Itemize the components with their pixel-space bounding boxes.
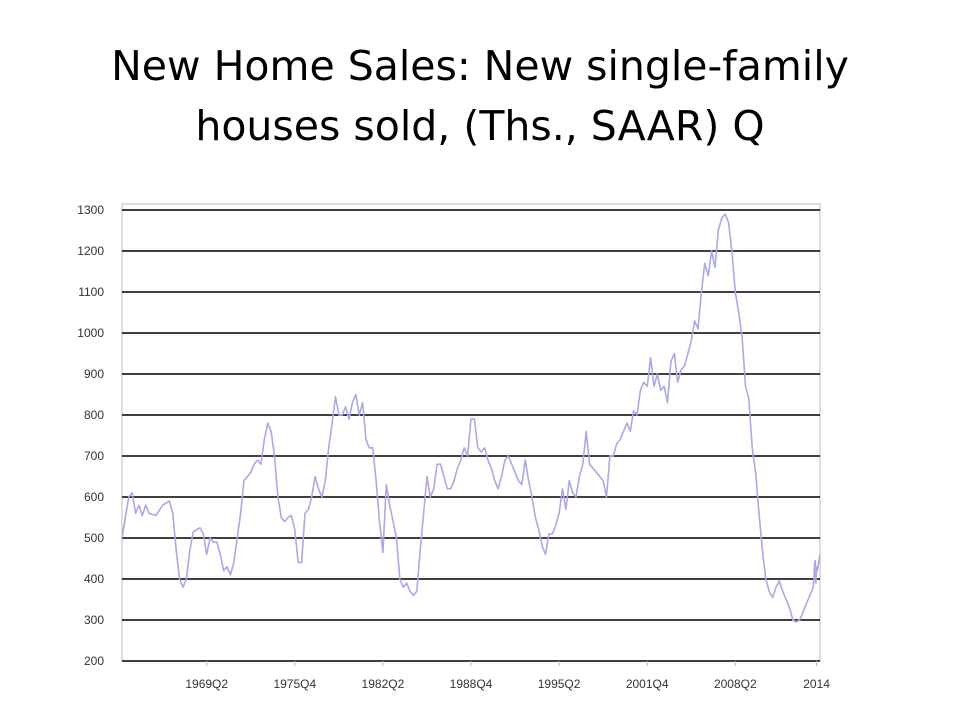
y-tick-label-400: 400 xyxy=(84,572,104,586)
y-tick-label-200: 200 xyxy=(84,654,104,668)
x-tick-label-2014: 2014 xyxy=(803,677,830,691)
y-tick-label-700: 700 xyxy=(84,449,104,463)
x-tick-label-1975Q4: 1975Q4 xyxy=(273,677,316,691)
x-tick-label-2001Q4: 2001Q4 xyxy=(626,677,669,691)
x-tick-label-1982Q2: 1982Q2 xyxy=(362,677,405,691)
y-tick-label-1300: 1300 xyxy=(77,203,104,217)
y-tick-label-1100: 1100 xyxy=(78,285,104,299)
x-tick-label-1969Q2: 1969Q2 xyxy=(185,677,228,691)
y-tick-label-800: 800 xyxy=(84,408,104,422)
y-tick-label-600: 600 xyxy=(84,490,104,504)
plot-frame xyxy=(121,203,821,662)
x-tick-label-1995Q2: 1995Q2 xyxy=(538,677,581,691)
y-tick-label-1200: 1200 xyxy=(77,244,104,258)
y-tick-label-500: 500 xyxy=(84,531,104,545)
y-tick-label-900: 900 xyxy=(84,367,104,381)
plot-frame-rect xyxy=(121,203,821,662)
series-line-0 xyxy=(121,213,821,623)
y-tick-label-300: 300 xyxy=(84,613,104,627)
x-tick-label-2008Q2: 2008Q2 xyxy=(714,677,757,691)
x-tick-labels: 1969Q2 1975Q4 1982Q2 1988Q4 1995Q2 2001Q4 2008… xyxy=(185,661,830,691)
gridlines xyxy=(122,209,820,662)
slide-title: New Home Sales: New single-family houses… xyxy=(111,42,849,150)
x-tick-label-1988Q4: 1988Q4 xyxy=(450,677,493,691)
y-tick-label-1000: 1000 xyxy=(77,326,104,340)
y-tick-labels: 200 300 400 500 600 700 800 900 1000 1100 1200 1300 xyxy=(77,203,104,668)
series xyxy=(121,213,821,623)
